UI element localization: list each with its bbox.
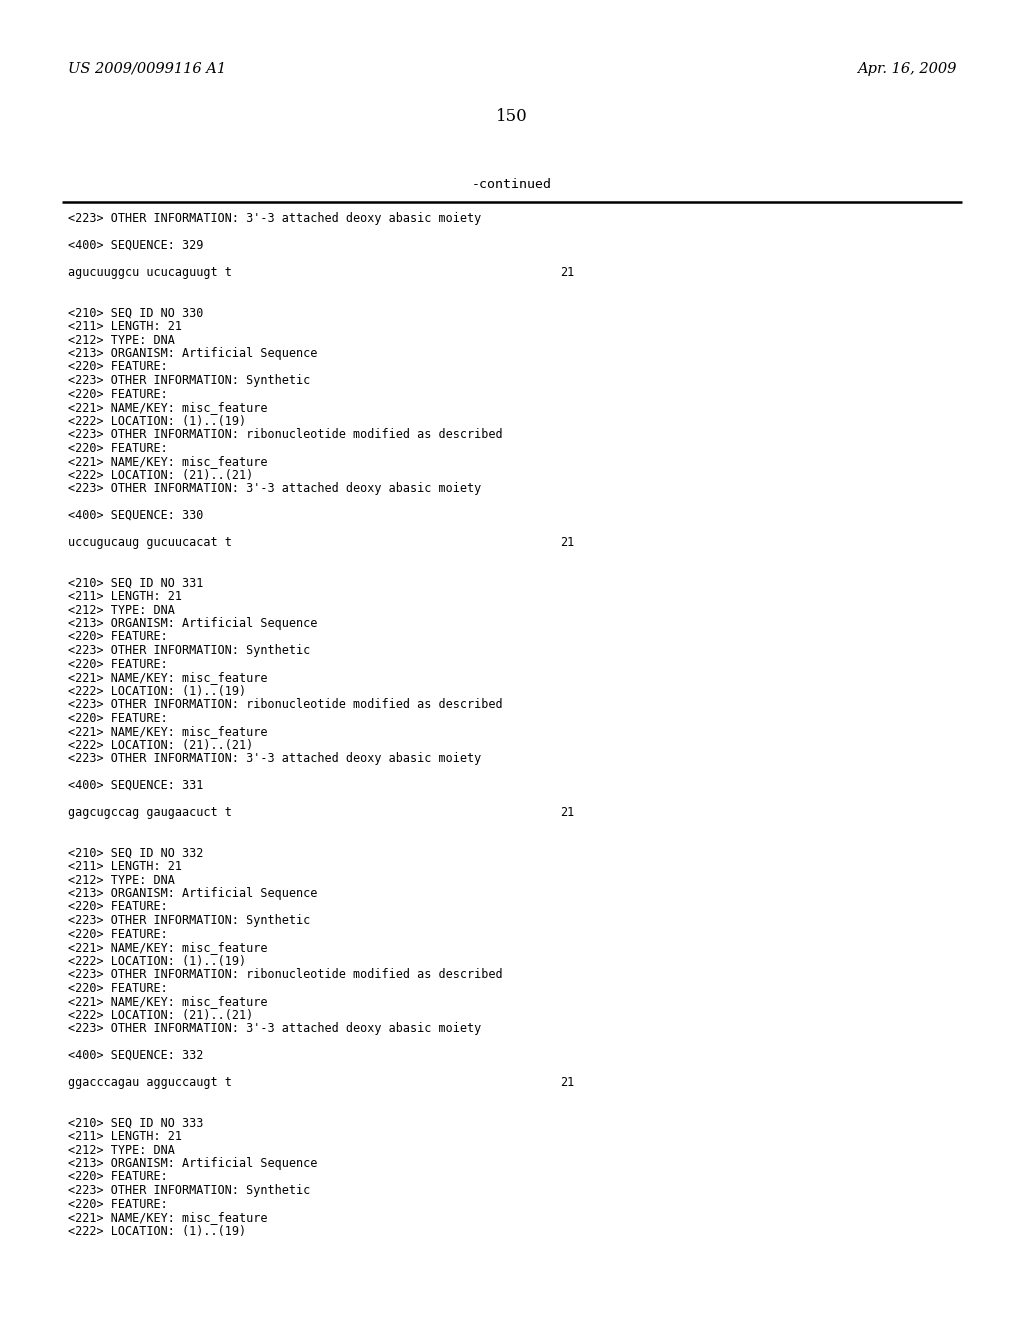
- Text: <400> SEQUENCE: 330: <400> SEQUENCE: 330: [68, 510, 204, 521]
- Text: <223> OTHER INFORMATION: ribonucleotide modified as described: <223> OTHER INFORMATION: ribonucleotide …: [68, 698, 503, 711]
- Text: <221> NAME/KEY: misc_feature: <221> NAME/KEY: misc_feature: [68, 401, 267, 414]
- Text: <222> LOCATION: (21)..(21): <222> LOCATION: (21)..(21): [68, 1008, 253, 1022]
- Text: <211> LENGTH: 21: <211> LENGTH: 21: [68, 590, 182, 603]
- Text: <221> NAME/KEY: misc_feature: <221> NAME/KEY: misc_feature: [68, 941, 267, 954]
- Text: <222> LOCATION: (1)..(19): <222> LOCATION: (1)..(19): [68, 414, 246, 428]
- Text: <212> TYPE: DNA: <212> TYPE: DNA: [68, 1143, 175, 1156]
- Text: <221> NAME/KEY: misc_feature: <221> NAME/KEY: misc_feature: [68, 455, 267, 469]
- Text: <213> ORGANISM: Artificial Sequence: <213> ORGANISM: Artificial Sequence: [68, 887, 317, 900]
- Text: uccugucaug gucuucacat t: uccugucaug gucuucacat t: [68, 536, 231, 549]
- Text: <222> LOCATION: (1)..(19): <222> LOCATION: (1)..(19): [68, 685, 246, 697]
- Text: <220> FEATURE:: <220> FEATURE:: [68, 1171, 168, 1184]
- Text: <210> SEQ ID NO 333: <210> SEQ ID NO 333: [68, 1117, 204, 1130]
- Text: US 2009/0099116 A1: US 2009/0099116 A1: [68, 62, 226, 77]
- Text: -continued: -continued: [472, 178, 552, 191]
- Text: <211> LENGTH: 21: <211> LENGTH: 21: [68, 1130, 182, 1143]
- Text: <223> OTHER INFORMATION: ribonucleotide modified as described: <223> OTHER INFORMATION: ribonucleotide …: [68, 968, 503, 981]
- Text: <220> FEATURE:: <220> FEATURE:: [68, 441, 168, 454]
- Text: <221> NAME/KEY: misc_feature: <221> NAME/KEY: misc_feature: [68, 995, 267, 1008]
- Text: gagcugccag gaugaacuct t: gagcugccag gaugaacuct t: [68, 807, 231, 818]
- Text: <220> FEATURE:: <220> FEATURE:: [68, 657, 168, 671]
- Text: <220> FEATURE:: <220> FEATURE:: [68, 711, 168, 725]
- Text: <223> OTHER INFORMATION: Synthetic: <223> OTHER INFORMATION: Synthetic: [68, 1184, 310, 1197]
- Text: <400> SEQUENCE: 329: <400> SEQUENCE: 329: [68, 239, 204, 252]
- Text: <222> LOCATION: (21)..(21): <222> LOCATION: (21)..(21): [68, 469, 253, 482]
- Text: <223> OTHER INFORMATION: 3'-3 attached deoxy abasic moiety: <223> OTHER INFORMATION: 3'-3 attached d…: [68, 482, 481, 495]
- Text: <222> LOCATION: (1)..(19): <222> LOCATION: (1)..(19): [68, 954, 246, 968]
- Text: 21: 21: [560, 807, 574, 818]
- Text: <220> FEATURE:: <220> FEATURE:: [68, 982, 168, 994]
- Text: <212> TYPE: DNA: <212> TYPE: DNA: [68, 603, 175, 616]
- Text: <223> OTHER INFORMATION: ribonucleotide modified as described: <223> OTHER INFORMATION: ribonucleotide …: [68, 428, 503, 441]
- Text: <220> FEATURE:: <220> FEATURE:: [68, 631, 168, 644]
- Text: agucuuggcu ucucaguugt t: agucuuggcu ucucaguugt t: [68, 267, 231, 279]
- Text: <213> ORGANISM: Artificial Sequence: <213> ORGANISM: Artificial Sequence: [68, 1158, 317, 1170]
- Text: <210> SEQ ID NO 331: <210> SEQ ID NO 331: [68, 577, 204, 590]
- Text: <220> FEATURE:: <220> FEATURE:: [68, 360, 168, 374]
- Text: <223> OTHER INFORMATION: 3'-3 attached deoxy abasic moiety: <223> OTHER INFORMATION: 3'-3 attached d…: [68, 1022, 481, 1035]
- Text: <211> LENGTH: 21: <211> LENGTH: 21: [68, 861, 182, 873]
- Text: <222> LOCATION: (1)..(19): <222> LOCATION: (1)..(19): [68, 1225, 246, 1238]
- Text: 21: 21: [560, 1076, 574, 1089]
- Text: <221> NAME/KEY: misc_feature: <221> NAME/KEY: misc_feature: [68, 1210, 267, 1224]
- Text: <221> NAME/KEY: misc_feature: <221> NAME/KEY: misc_feature: [68, 725, 267, 738]
- Text: <220> FEATURE:: <220> FEATURE:: [68, 388, 168, 400]
- Text: <220> FEATURE:: <220> FEATURE:: [68, 900, 168, 913]
- Text: ggacccagau agguccaugt t: ggacccagau agguccaugt t: [68, 1076, 231, 1089]
- Text: <223> OTHER INFORMATION: Synthetic: <223> OTHER INFORMATION: Synthetic: [68, 644, 310, 657]
- Text: <220> FEATURE:: <220> FEATURE:: [68, 928, 168, 940]
- Text: <211> LENGTH: 21: <211> LENGTH: 21: [68, 319, 182, 333]
- Text: <213> ORGANISM: Artificial Sequence: <213> ORGANISM: Artificial Sequence: [68, 616, 317, 630]
- Text: <212> TYPE: DNA: <212> TYPE: DNA: [68, 874, 175, 887]
- Text: <400> SEQUENCE: 332: <400> SEQUENCE: 332: [68, 1049, 204, 1063]
- Text: <212> TYPE: DNA: <212> TYPE: DNA: [68, 334, 175, 346]
- Text: <220> FEATURE:: <220> FEATURE:: [68, 1197, 168, 1210]
- Text: <223> OTHER INFORMATION: 3'-3 attached deoxy abasic moiety: <223> OTHER INFORMATION: 3'-3 attached d…: [68, 752, 481, 766]
- Text: 21: 21: [560, 536, 574, 549]
- Text: <400> SEQUENCE: 331: <400> SEQUENCE: 331: [68, 779, 204, 792]
- Text: 150: 150: [496, 108, 528, 125]
- Text: <223> OTHER INFORMATION: 3'-3 attached deoxy abasic moiety: <223> OTHER INFORMATION: 3'-3 attached d…: [68, 213, 481, 224]
- Text: Apr. 16, 2009: Apr. 16, 2009: [857, 62, 956, 77]
- Text: <221> NAME/KEY: misc_feature: <221> NAME/KEY: misc_feature: [68, 671, 267, 684]
- Text: <222> LOCATION: (21)..(21): <222> LOCATION: (21)..(21): [68, 738, 253, 751]
- Text: 21: 21: [560, 267, 574, 279]
- Text: <223> OTHER INFORMATION: Synthetic: <223> OTHER INFORMATION: Synthetic: [68, 913, 310, 927]
- Text: <213> ORGANISM: Artificial Sequence: <213> ORGANISM: Artificial Sequence: [68, 347, 317, 360]
- Text: <210> SEQ ID NO 332: <210> SEQ ID NO 332: [68, 846, 204, 859]
- Text: <223> OTHER INFORMATION: Synthetic: <223> OTHER INFORMATION: Synthetic: [68, 374, 310, 387]
- Text: <210> SEQ ID NO 330: <210> SEQ ID NO 330: [68, 306, 204, 319]
